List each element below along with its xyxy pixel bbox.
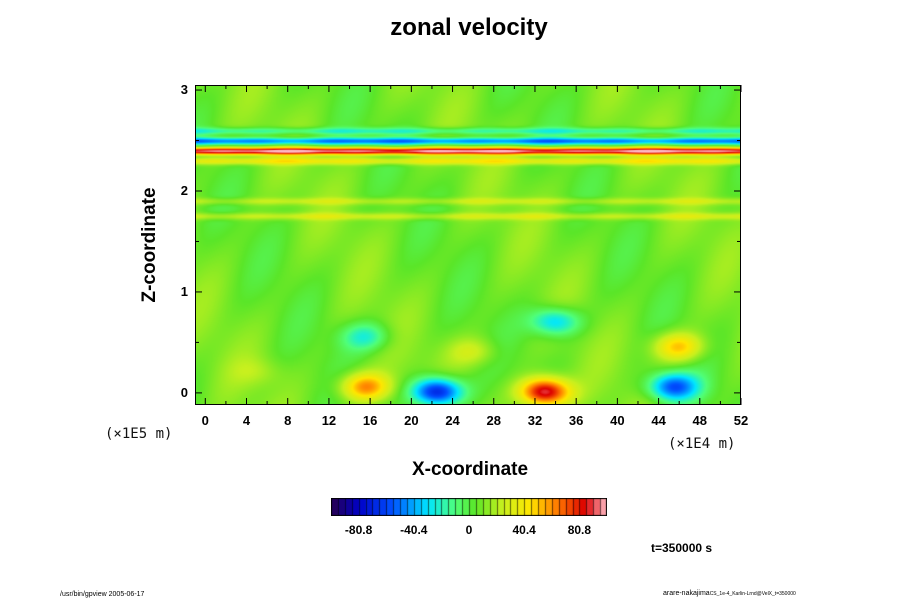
velocity-field [196, 86, 740, 404]
footer-right-main: arare-nakajima [663, 590, 710, 597]
x-tick-label: 44 [651, 413, 666, 428]
y-tick-label: 2 [180, 182, 188, 198]
colorbar-tick-label: 80.8 [567, 523, 592, 537]
y-tick-label: 0 [180, 384, 188, 400]
x-tick-label: 16 [362, 413, 378, 428]
colorbar [331, 498, 607, 516]
time-label: t=350000 s [651, 541, 713, 555]
colorbar-tick-label: 40.4 [512, 523, 536, 537]
plot-area [195, 85, 741, 405]
x-tick-label: 4 [242, 413, 251, 428]
x-tick-label: 20 [404, 413, 419, 428]
y-axis-label: Z-coordinate [139, 187, 160, 303]
x-tick-label: 0 [201, 413, 209, 428]
x-tick-label: 48 [692, 413, 708, 428]
y-tick-label: 1 [180, 283, 188, 299]
x-tick-label: 40 [610, 413, 625, 428]
x-tick-label: 36 [568, 413, 584, 428]
footer-left: /usr/bin/gpview 2005-06-17 [60, 591, 145, 598]
x-unit-label: (×1E4 m) [668, 436, 736, 452]
footer-right: arare-nakajimaCS_1e-4_Karlin-Lrnd@VelX_t… [663, 590, 796, 597]
x-tick-label: 12 [321, 413, 337, 428]
y-tick-label: 3 [180, 82, 188, 98]
colorbar-tick-label: -40.4 [400, 523, 428, 537]
chart-title: zonal velocity [390, 14, 548, 41]
colorbar-tick-label: 0 [465, 523, 473, 537]
x-axis-label: X-coordinate [411, 459, 529, 480]
x-tick-label: 52 [733, 413, 749, 428]
x-tick-label: 8 [284, 413, 292, 428]
x-tick-label: 28 [486, 413, 501, 428]
footer-right-sub: CS_1e-4_Karlin-Lrnd@VelX_t=350000 [709, 591, 796, 597]
colorbar-tick-label: -80.8 [344, 523, 373, 537]
x-tick-label: 32 [527, 413, 543, 428]
x-tick-label: 24 [445, 413, 460, 428]
y-unit-label: (×1E5 m) [105, 426, 173, 442]
